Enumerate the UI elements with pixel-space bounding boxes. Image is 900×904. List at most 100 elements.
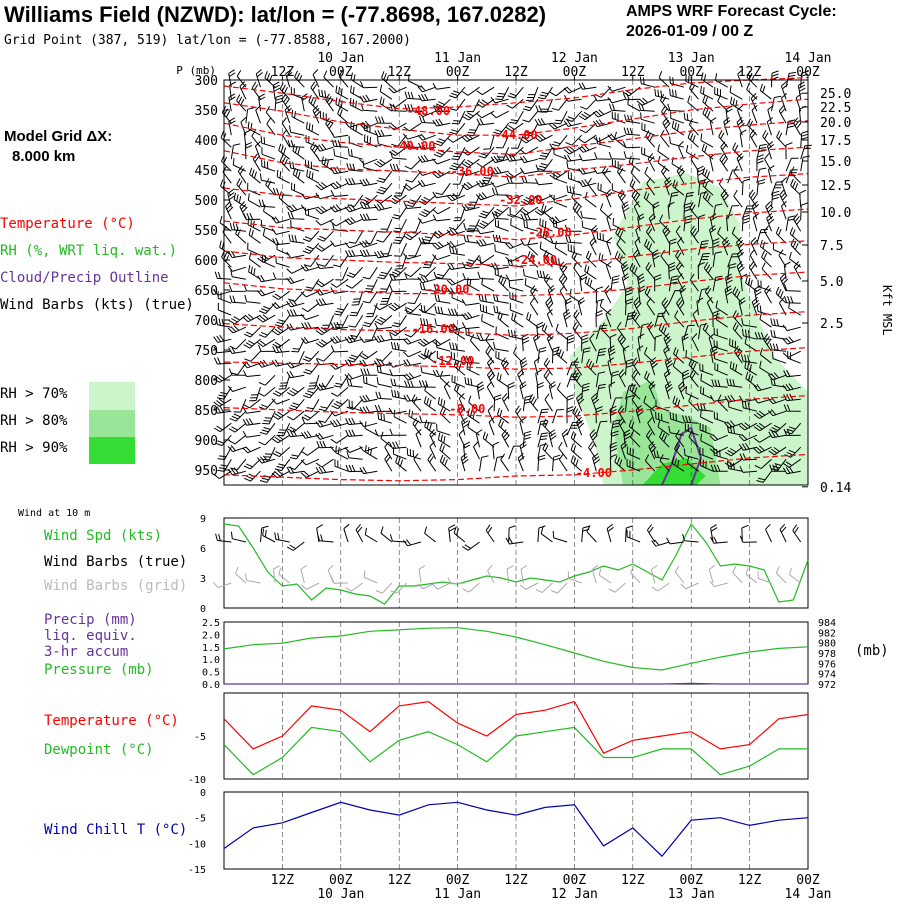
bottom-day-label: 14 Jan — [785, 887, 832, 900]
top-time-label: 00Z — [446, 65, 470, 80]
pressure-ytick-label: 978 — [818, 649, 836, 660]
pressure-label: 550 — [195, 224, 218, 239]
bottom-time-label: 00Z — [563, 873, 587, 888]
forecast-cycle: AMPS WRF Forecast Cycle: 2026-01-09 / 00… — [626, 2, 837, 42]
top-time-label: 12Z — [271, 65, 295, 80]
top-time-label: 00Z — [563, 65, 587, 80]
legend-rh70-swatch — [89, 382, 135, 410]
bottom-day-label: 11 Jan — [434, 887, 481, 900]
windchill-ytick-label: -15 — [188, 865, 206, 876]
dewpoint-line — [223, 726, 808, 776]
precip-ytick-label: 1.5 — [202, 643, 220, 654]
isotherm-label: -32.00 — [499, 193, 542, 207]
legend-rh: RH (%, WRT liq. wat.) — [0, 243, 178, 259]
top-day-label: 11 Jan — [434, 51, 481, 66]
legend-rh90: RH > 90% — [0, 440, 68, 456]
top-time-label: 12Z — [387, 65, 411, 80]
label-dewpoint: Dewpoint (°C) — [44, 742, 154, 758]
pressure-label: 800 — [195, 374, 218, 389]
temperature-line — [223, 700, 809, 754]
windchill-panel-frame — [223, 791, 809, 870]
height-label: 12.5 — [820, 179, 851, 194]
temperature-panel-frame — [223, 692, 809, 780]
label-wind-speed: Wind Spd (kts) — [44, 528, 163, 544]
isotherm — [223, 173, 809, 207]
height-label: 10.0 — [820, 206, 851, 221]
pressure-label: 600 — [195, 254, 218, 269]
bottom-time-label: 12Z — [271, 873, 295, 888]
isotherm — [223, 98, 809, 136]
pressure-ytick-label: 984 — [818, 618, 836, 629]
legend-cloud-outline: Cloud/Precip Outline — [0, 270, 169, 286]
isotherm — [223, 347, 809, 370]
isotherm-label: -8.00 — [449, 402, 485, 416]
pressure-ytick-label: 982 — [818, 628, 836, 639]
top-day-label: 14 Jan — [785, 51, 832, 66]
cross-section-panel — [213, 69, 812, 488]
windchill-panel — [223, 791, 809, 870]
isotherm — [223, 240, 809, 267]
wind-ytick-label: 0 — [200, 604, 206, 615]
pressure-label: 350 — [195, 104, 218, 119]
top-time-label: 00Z — [796, 65, 820, 80]
legend-rh80: RH > 80% — [0, 413, 68, 429]
label-wind-barbs-true: Wind Barbs (true) — [44, 554, 188, 570]
pressure-label: 750 — [195, 344, 218, 359]
isotherm — [223, 146, 809, 178]
windchill-ytick-label: -10 — [188, 839, 206, 850]
pressure-ytick-label: 976 — [818, 659, 836, 670]
forecast-cycle-label: AMPS WRF Forecast Cycle: — [626, 3, 837, 20]
model-grid-label: Model Grid ΔX: — [4, 128, 113, 145]
bottom-day-label: 13 Jan — [668, 887, 715, 900]
temp-ytick-label: -5 — [194, 732, 206, 743]
label-precip: Precip (mm) liq. equiv. 3-hr accum — [44, 612, 137, 660]
label-precip-line2: liq. equiv. — [44, 628, 137, 644]
bottom-time-label: 12Z — [621, 873, 645, 888]
pressure-ytick-label: 972 — [818, 680, 836, 691]
pressure-label: 850 — [195, 404, 218, 419]
height-label: 20.0 — [820, 116, 851, 131]
wind-ytick-label: 3 — [200, 574, 206, 585]
wind-barbs-grid — [213, 564, 801, 594]
height-label: 15.0 — [820, 155, 851, 170]
pressure-axis-title: P (mb) — [176, 64, 216, 77]
pressure-label: 300 — [195, 74, 218, 89]
height-label: 22.5 — [820, 101, 851, 116]
top-day-label: 12 Jan — [551, 51, 598, 66]
pressure-panel — [223, 621, 809, 685]
pressure-ytick-label: 980 — [818, 639, 836, 650]
pressure-line — [223, 627, 809, 671]
isotherm-label: -36.00 — [451, 164, 494, 178]
precip-ytick-label: 1.0 — [202, 655, 220, 666]
label-wind-barbs-grid: Wind Barbs (grid) — [44, 578, 188, 594]
pressure-label: 950 — [195, 464, 218, 479]
bottom-time-label: 00Z — [329, 873, 353, 888]
windchill-ytick-label: -5 — [194, 814, 206, 825]
model-grid-info: Model Grid ΔX: 8.000 km — [4, 127, 112, 167]
isotherm — [223, 395, 809, 418]
top-time-label: 12Z — [621, 65, 645, 80]
pressure-label: 500 — [195, 194, 218, 209]
grid-point-info: Grid Point (387, 519) lat/lon = (-77.858… — [4, 33, 411, 48]
pressure-label: 450 — [195, 164, 218, 179]
isotherm-label: -16.00 — [412, 322, 455, 336]
label-temperature: Temperature (°C) — [44, 713, 179, 729]
top-time-label: 12Z — [738, 65, 762, 80]
isotherm-label: -12.00 — [431, 354, 474, 368]
isotherm — [223, 311, 809, 337]
legend-wind-barbs: Wind Barbs (kts) (true) — [0, 297, 194, 313]
isotherm-label: -20.00 — [426, 283, 469, 297]
wind-ytick-label: 9 — [200, 514, 206, 525]
temp-ytick-label: -10 — [188, 775, 206, 786]
isotherm-label: -44.00 — [494, 128, 537, 142]
height-label: 2.5 — [820, 317, 843, 332]
label-pressure: Pressure (mb) — [44, 662, 154, 678]
bottom-time-label: 12Z — [387, 873, 411, 888]
isotherm-label: -40.00 — [392, 139, 435, 153]
top-time-label: 00Z — [329, 65, 353, 80]
precip-ytick-label: 2.5 — [202, 618, 220, 629]
windchill-line — [223, 801, 809, 858]
precip-line — [224, 682, 808, 685]
